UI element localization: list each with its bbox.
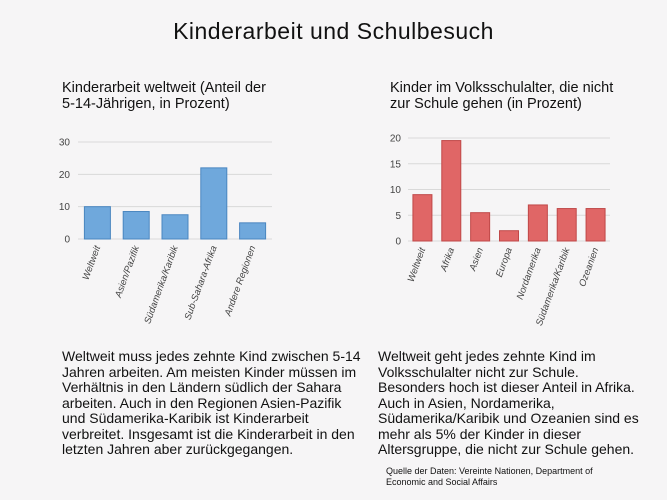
- right-y-tick-label: 10: [390, 185, 402, 196]
- left-description-line: und Südamerika-Karibik ist Kinderarbeit: [62, 410, 309, 426]
- left-bar: [239, 222, 267, 240]
- left-category-label: Weltweit: [81, 244, 104, 282]
- left-description-line: Verhältnis in den Ländern südlich der Sa…: [62, 379, 342, 395]
- right-category-label: Ozeanien: [577, 246, 601, 288]
- right-bar: [585, 208, 606, 242]
- data-source-note: Quelle der Daten: Vereinte Nationen, Dep…: [386, 466, 593, 488]
- right-category-label: Europa: [494, 246, 515, 279]
- left-y-tick-label: 0: [64, 235, 70, 246]
- right-chart-title-line: Kinder im Volksschulalter, die nicht: [390, 80, 614, 96]
- left-bar: [200, 167, 228, 240]
- right-category-label: Weltweit: [406, 246, 429, 284]
- charts-canvas: 0 10 20 30 Weltweit Asien/Pazifik Südamerika/K…: [59, 134, 610, 327]
- right-chart-title-line: zur Schule gehen (in Prozent): [390, 96, 582, 112]
- left-chart-title-line: Kinderarbeit weltweit (Anteil der: [62, 80, 266, 96]
- left-category-label: Andere Regionen: [222, 244, 258, 318]
- left-y-tick-label: 10: [59, 202, 71, 213]
- left-description-line: arbeiten. Auch in den Regionen Asien-Paz…: [62, 394, 342, 411]
- right-category-label: Asien: [467, 246, 486, 273]
- left-y-tick-label: 20: [59, 170, 71, 181]
- right-bar: [412, 194, 433, 242]
- right-bar: [499, 230, 519, 242]
- main-title: Kinderarbeit und Schulbesuch: [173, 18, 494, 44]
- right-bar: [556, 208, 577, 242]
- left-category-label: Südamerika/Karibik: [142, 243, 181, 325]
- right-description-line: Altersgruppe, die nicht zur Schule gehen…: [378, 441, 635, 457]
- right-category-label: Nordamerika: [515, 246, 544, 301]
- right-bar: [470, 212, 491, 242]
- right-y-tick-label: 15: [390, 159, 402, 170]
- right-y-tick-label: 5: [395, 211, 401, 222]
- right-description-line: Volksschulalter nicht zur Schule.: [378, 363, 579, 380]
- left-bar: [122, 211, 150, 240]
- left-bar: [161, 214, 189, 240]
- left-description-line: Weltweit muss jedes zehnte Kind zwischen…: [62, 348, 361, 364]
- right-description-line: Besonders hoch ist dieser Anteil in Afri…: [378, 379, 635, 395]
- left-category-label: Sub-Sahara-Afrika: [183, 244, 220, 321]
- left-bar: [83, 206, 111, 240]
- left-description-line: letzten Jahren aber zurückgegangen.: [62, 441, 294, 457]
- left-description: Weltweit muss jedes zehnte Kind zwischen…: [62, 348, 361, 458]
- right-y-tick-label: 0: [395, 237, 401, 248]
- left-chart-title: Kinderarbeit weltweit (Anteil der 5-14-J…: [62, 80, 322, 112]
- left-category-label: Asien/Pazifik: [113, 243, 143, 300]
- source-line: Economic and Social Affairs: [386, 477, 498, 487]
- right-y-tick-label: 20: [390, 134, 402, 145]
- right-description: Weltweit geht jedes zehnte Kind im Volks…: [378, 348, 658, 458]
- left-description-line: Jahren arbeiten. Am meisten Kinder müsse…: [62, 363, 357, 380]
- right-chart-title: Kinder im Volksschulalter, die nicht zur…: [390, 80, 650, 112]
- right-description-line: Weltweit geht jedes zehnte Kind im: [378, 348, 596, 364]
- left-y-tick-label: 30: [59, 138, 71, 149]
- left-chart-title-line: 5-14-Jährigen, in Prozent): [62, 96, 230, 112]
- right-description-line: Auch in Asien, Nordamerika,: [378, 394, 555, 411]
- right-category-label: Afrika: [438, 246, 457, 274]
- source-line: Quelle der Daten: Vereinte Nationen, Dep…: [386, 466, 593, 476]
- left-description-line: verbreitet. Insgesamt ist die Kinderarbe…: [62, 425, 355, 442]
- right-description-line: Südamerika/Karibik und Ozeanien sind es: [378, 410, 639, 426]
- right-bar: [441, 140, 462, 242]
- right-description-line: mehr als 5% der Kinder in dieser: [378, 425, 582, 442]
- right-bar: [527, 204, 548, 242]
